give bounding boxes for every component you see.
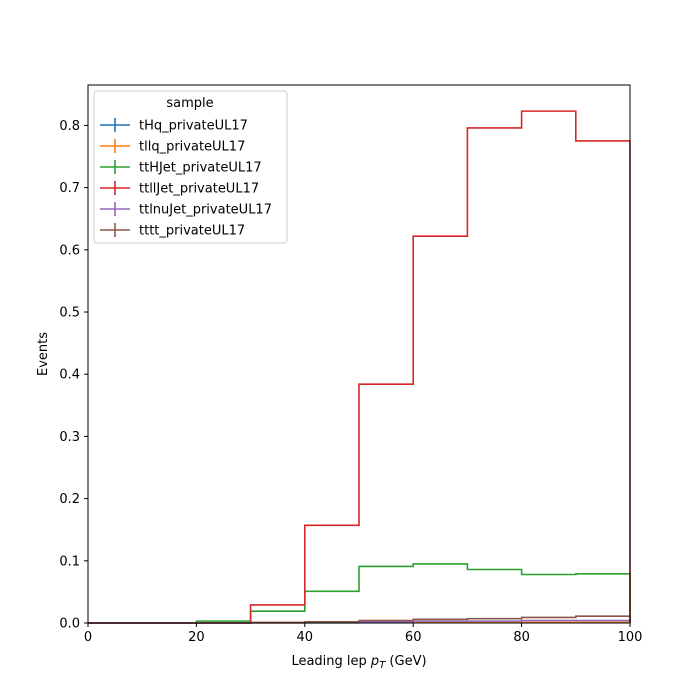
legend-label: ttlnuJet_privateUL17 (139, 203, 272, 218)
legend-entry-ttllJet_privateUL17: ttllJet_privateUL17 (100, 181, 259, 197)
x-axis-label: Leading lep pT (GeV) (291, 654, 426, 671)
legend-title: sample (166, 96, 213, 111)
y-axis-label: Events (36, 332, 51, 376)
legend-entry-ttlnuJet_privateUL17: ttlnuJet_privateUL17 (100, 202, 272, 218)
legend-entry-tttt_privateUL17: tttt_privateUL17 (100, 223, 245, 239)
legend-label: tHq_privateUL17 (139, 119, 248, 134)
x-tick-label: 0 (84, 630, 92, 645)
y-tick-label: 0.8 (59, 119, 80, 134)
y-tick-label: 0.3 (59, 430, 80, 445)
legend-entry-tllq_privateUL17: tllq_privateUL17 (100, 139, 245, 155)
legend-label: ttHJet_privateUL17 (139, 161, 262, 176)
x-tick-label: 20 (188, 630, 205, 645)
legend-label: ttllJet_privateUL17 (139, 182, 259, 197)
x-tick-label: 60 (405, 630, 422, 645)
legend-box (93, 90, 288, 244)
legend-label: tllq_privateUL17 (139, 140, 245, 155)
y-tick-label: 0.1 (59, 554, 80, 569)
series-line-ttHJet_privateUL17 (88, 563, 631, 624)
x-tick-label: 80 (513, 630, 530, 645)
y-axis: 0.0 0.1 0.2 0.3 0.4 0.5 0.6 0.7 0.8 (59, 119, 88, 632)
y-tick-label: 0.5 (59, 306, 80, 321)
legend: sample tHq_privateUL17 tllq_privateUL17tt… (93, 90, 288, 244)
y-tick-label: 0.7 (59, 181, 80, 196)
legend-entry-ttHJet_privateUL17: ttHJet_privateUL17 (100, 160, 262, 176)
legend-label: tttt_privateUL17 (139, 224, 245, 239)
x-axis: 0 20 40 60 80 100 (84, 623, 643, 645)
x-tick-label: 100 (618, 630, 643, 645)
legend-entry-tHq_privateUL17: tHq_privateUL17 (100, 118, 248, 134)
x-tick-label: 40 (297, 630, 314, 645)
y-tick-label: 0.2 (59, 492, 80, 507)
axes-frame (87, 84, 631, 624)
y-tick-label: 0.6 (59, 243, 80, 258)
y-tick-label: 0.0 (59, 617, 80, 632)
y-tick-label: 0.4 (59, 368, 80, 383)
